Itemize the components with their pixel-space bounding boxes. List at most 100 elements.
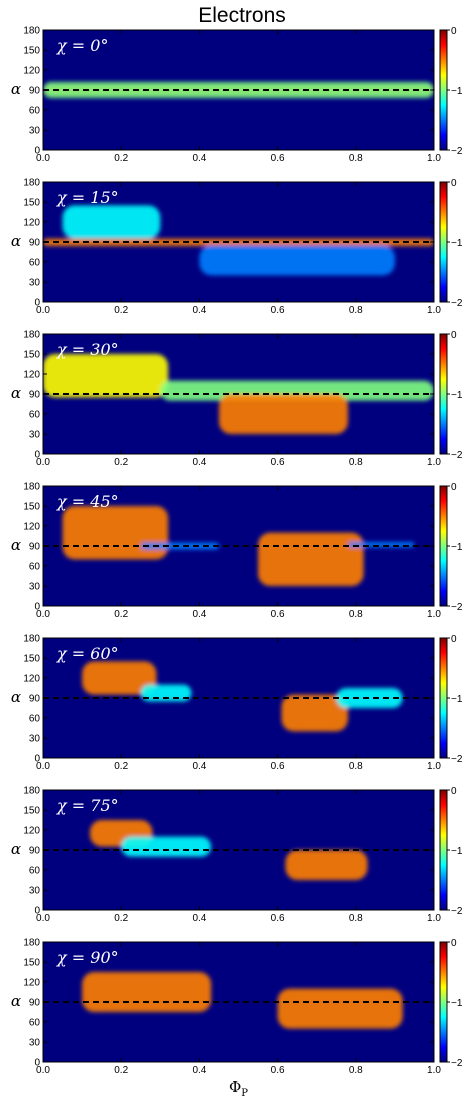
intensity-region	[62, 205, 161, 239]
x-tick-label: 0.6	[271, 457, 285, 468]
x-tick-label: 0.6	[271, 913, 285, 924]
colorbar-tick-label: −2	[451, 146, 463, 157]
x-tick-label: 0.8	[349, 609, 363, 620]
colorbar-tick-label: −2	[451, 906, 463, 917]
intensity-regions	[89, 820, 368, 880]
y-tick-label: 180	[23, 786, 40, 797]
y-axis-label: α	[11, 992, 21, 1010]
y-tick-label: 120	[23, 826, 40, 837]
x-axis-label: ΦP	[229, 1078, 248, 1099]
y-tick-label: 90	[29, 86, 41, 97]
y-tick-label: 90	[29, 390, 41, 401]
colorbar-tick-label: −2	[451, 754, 463, 765]
colorbar-tick-label: −1	[451, 86, 463, 97]
x-tick-label: 0.6	[271, 153, 285, 164]
colorbar-tick-label: 0	[451, 330, 457, 341]
y-tick-label: 120	[23, 674, 40, 685]
x-tick-label: 0.0	[36, 305, 50, 316]
y-tick-label: 0	[34, 1058, 40, 1069]
colorbar	[439, 941, 448, 1063]
y-tick-label: 150	[23, 198, 40, 209]
x-tick-label: 0.8	[349, 457, 363, 468]
colorbar-tick-label: 0	[451, 482, 457, 493]
x-tick-label: 0.2	[114, 1065, 128, 1076]
y-tick-label: 0	[34, 906, 40, 917]
x-tick-label: 0.4	[192, 153, 206, 164]
y-axis-label: α	[11, 80, 21, 98]
intensity-region	[218, 394, 348, 434]
panel-annotation: χ = 15°	[56, 188, 119, 207]
x-tick-label: 0.0	[36, 1065, 50, 1076]
x-tick-label: 0.4	[192, 305, 206, 316]
colorbar-tick-label: 0	[451, 786, 457, 797]
panels: 0 30 60 90 120 150 180 0.0 0.2 0.4 0.6 0.8 1.0 α χ = 0…	[11, 26, 463, 1100]
x-tick-label: 0.8	[349, 761, 363, 772]
colorbar	[439, 485, 448, 607]
x-tick-label: 1.0	[427, 153, 441, 164]
intensity-region	[140, 542, 219, 550]
panel-5: 0 30 60 90 120 150 180 0.0 0.2 0.4 0.6 0.8 1.0 α χ = 7…	[11, 786, 463, 925]
y-tick-label: 60	[29, 866, 41, 877]
x-tick-label: 1.0	[427, 305, 441, 316]
y-tick-label: 90	[29, 846, 41, 857]
x-tick-label: 0.8	[349, 913, 363, 924]
y-tick-label: 60	[29, 410, 41, 421]
x-tick-label: 0.0	[36, 153, 50, 164]
y-tick-label: 150	[23, 502, 40, 513]
y-tick-label: 60	[29, 562, 41, 573]
x-tick-label: 1.0	[427, 761, 441, 772]
x-tick-label: 0.2	[114, 305, 128, 316]
x-axis-label-subscript: P	[241, 1088, 248, 1099]
x-tick-label: 0.6	[271, 1065, 285, 1076]
colorbar	[439, 29, 448, 151]
intensity-region	[285, 850, 368, 880]
y-tick-label: 30	[29, 886, 41, 897]
panel-2: 0 30 60 90 120 150 180 0.0 0.2 0.4 0.6 0.8 1.0 α χ = 3…	[11, 330, 463, 469]
x-tick-label: 0.4	[192, 609, 206, 620]
panel-1: 0 30 60 90 120 150 180 0.0 0.2 0.4 0.6 0.8 1.0 α χ = 1…	[11, 178, 463, 317]
y-tick-label: 60	[29, 258, 41, 269]
colorbar-tick-label: 0	[451, 938, 457, 949]
y-tick-label: 180	[23, 330, 40, 341]
intensity-region	[277, 988, 403, 1029]
x-tick-label: 0.8	[349, 153, 363, 164]
x-tick-label: 1.0	[427, 609, 441, 620]
y-tick-label: 180	[23, 26, 40, 37]
y-tick-label: 0	[34, 146, 40, 157]
y-axis-label: α	[11, 384, 21, 402]
y-tick-label: 120	[23, 218, 40, 229]
y-tick-label: 0	[34, 602, 40, 613]
x-tick-label: 0.2	[114, 457, 128, 468]
y-axis-label: α	[11, 232, 21, 250]
x-tick-label: 0.0	[36, 913, 50, 924]
colorbar-tick-label: −1	[451, 542, 463, 553]
intensity-region	[82, 972, 212, 1012]
x-tick-label: 0.2	[114, 761, 128, 772]
x-tick-label: 0.6	[271, 761, 285, 772]
panel-annotation: χ = 45°	[56, 492, 119, 511]
y-tick-label: 150	[23, 350, 40, 361]
x-tick-label: 0.4	[192, 761, 206, 772]
x-tick-label: 0.0	[36, 609, 50, 620]
panel-annotation: χ = 75°	[56, 796, 119, 815]
x-tick-label: 1.0	[427, 913, 441, 924]
x-tick-label: 0.4	[192, 1065, 206, 1076]
y-tick-label: 150	[23, 958, 40, 969]
y-tick-label: 0	[34, 754, 40, 765]
y-tick-label: 30	[29, 126, 41, 137]
colorbar	[439, 637, 448, 759]
colorbar-tick-label: 0	[451, 634, 457, 645]
colorbar-tick-label: −1	[451, 390, 463, 401]
colorbar	[439, 181, 448, 303]
y-tick-label: 180	[23, 938, 40, 949]
y-tick-label: 60	[29, 106, 41, 117]
x-tick-label: 0.0	[36, 457, 50, 468]
y-tick-label: 150	[23, 806, 40, 817]
intensity-region	[43, 354, 169, 398]
y-tick-label: 180	[23, 178, 40, 189]
panel-6: 0 30 60 90 120 150 180 0.0 0.2 0.4 0.6 0.8 1.0 α χ = 9…	[11, 938, 463, 1100]
x-tick-label: 0.4	[192, 913, 206, 924]
y-tick-label: 90	[29, 238, 41, 249]
intensity-region	[62, 506, 169, 560]
